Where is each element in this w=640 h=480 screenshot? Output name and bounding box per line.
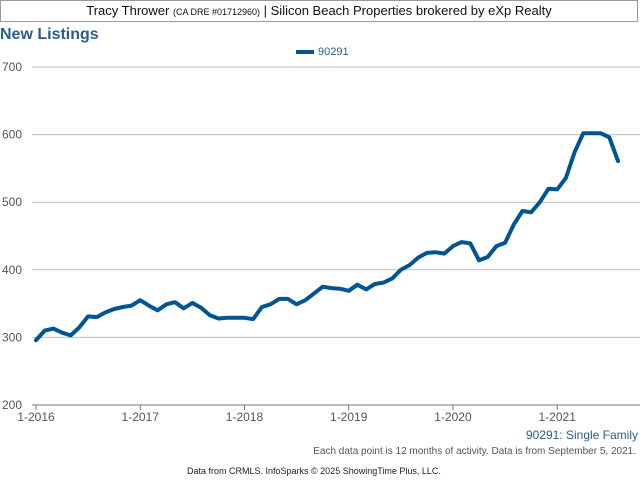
source-note: Data from CRMLS. InfoSparks © 2025 Showi…	[187, 466, 441, 476]
y-tick-label: 600	[2, 128, 22, 142]
x-tick-label: 1-2020	[434, 410, 472, 424]
y-tick-label: 700	[2, 60, 22, 74]
y-tick-label: 200	[2, 398, 22, 412]
y-tick-label: 500	[2, 195, 22, 209]
x-tick-label: 1-2019	[330, 410, 368, 424]
y-tick-label: 300	[2, 330, 22, 344]
legend-swatch	[296, 50, 314, 54]
x-tick-label: 1-2018	[226, 410, 264, 424]
agent-dre-number: (CA DRE #01712960)	[172, 7, 261, 17]
x-tick-label: 1-2016	[17, 410, 55, 424]
activity-note: Each data point is 12 months of activity…	[313, 446, 636, 457]
agent-name: Tracy Thrower	[86, 3, 170, 18]
chart-title: New Listings	[0, 26, 99, 43]
y-tick-label: 400	[2, 263, 22, 277]
x-tick-label: 1-2021	[539, 410, 577, 424]
series-line-90291	[34, 131, 620, 343]
series-note: 90291: Single Family	[525, 428, 638, 442]
brokerage-name: | Silicon Beach Properties brokered by e…	[263, 3, 552, 18]
x-tick-label: 1-2017	[122, 410, 160, 424]
legend-label: 90291	[318, 46, 349, 58]
agent-header: Tracy Thrower (CA DRE #01712960) | Silic…	[0, 0, 638, 22]
legend: 90291	[296, 46, 349, 58]
